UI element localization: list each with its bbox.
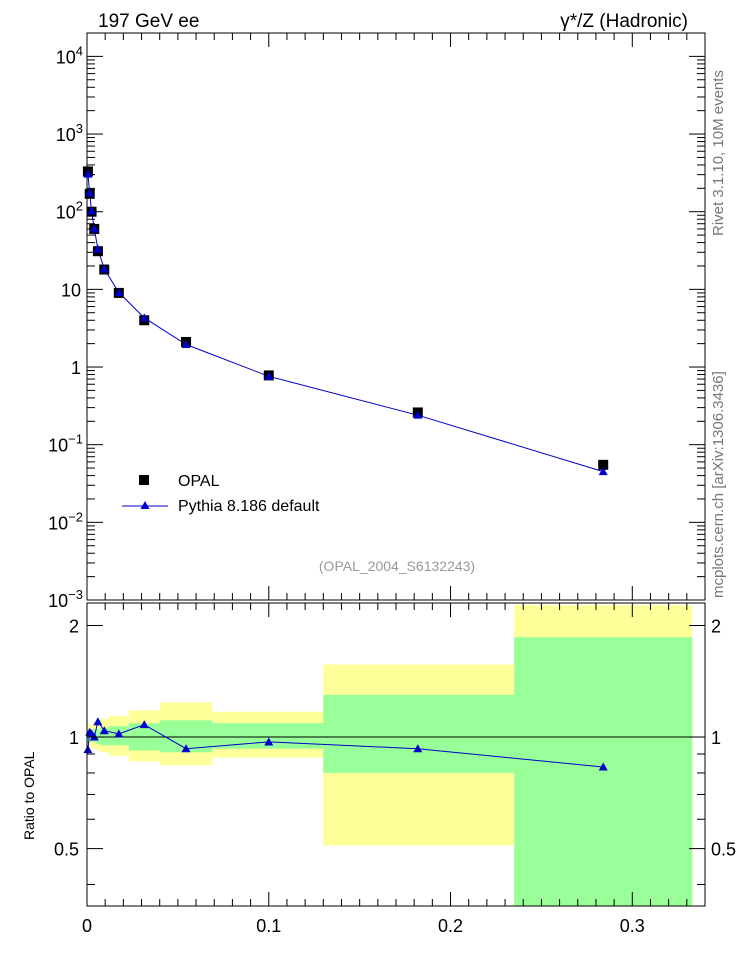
ratio-green-band — [96, 729, 100, 744]
ratio-data-point — [264, 737, 274, 746]
ratio-green-band — [323, 694, 515, 773]
ratio-plot: 0.5 0.5 1 1 2 2 0 0.1 0.2 0.3 Ratio to OPAL — [21, 602, 736, 936]
legend-opal-marker — [139, 475, 149, 485]
main-y-tick-label: 10−1 — [48, 432, 83, 456]
pythia-data-point — [93, 244, 103, 253]
main-y-tick-label: 104 — [56, 43, 83, 67]
ratio-y-tick-label: 2 — [69, 616, 79, 636]
main-y-tick-label: 103 — [56, 121, 83, 145]
main-y-ticks — [87, 32, 705, 601]
pythia-data-point — [99, 264, 109, 273]
pythia-series-points — [83, 169, 608, 476]
ratio-data-point — [83, 745, 93, 754]
legend: OPAL Pythia 8.186 default — [122, 473, 320, 515]
chart-title-right: γ*/Z (Hadronic) — [560, 11, 688, 32]
ratio-y-tick-label-right: 2 — [711, 616, 721, 636]
ratio-x-ticks: 0 0.1 0.2 0.3 — [82, 603, 706, 936]
ratio-data-point — [93, 717, 103, 726]
pythia-data-point — [89, 224, 99, 233]
main-y-tick-label: 10−2 — [48, 509, 83, 533]
analysis-annotation: (OPAL_2004_S6132243) — [319, 558, 475, 574]
pythia-data-point — [85, 188, 95, 197]
chart-title-left: 197 GeV ee — [98, 11, 199, 32]
ratio-data-point — [181, 744, 191, 753]
pythia-data-point — [598, 467, 608, 476]
ratio-y-ticks: 0.5 0.5 1 1 2 2 — [54, 616, 736, 886]
legend-opal-label: OPAL — [178, 473, 220, 490]
opal-series-points — [82, 166, 609, 470]
ratio-data-point — [114, 729, 124, 738]
pythia-data-point — [413, 410, 423, 419]
pythia-data-point — [264, 371, 274, 380]
ratio-series-points — [83, 717, 608, 771]
main-y-tick-label: 102 — [56, 199, 83, 223]
ratio-y-tick-label-right: 1 — [711, 728, 721, 748]
ratio-x-tick-label: 0.1 — [256, 916, 281, 936]
ratio-y-axis-label: Ratio to OPAL — [21, 751, 37, 840]
opal-data-point — [598, 459, 609, 470]
ratio-y-tick-label: 0.5 — [54, 840, 79, 860]
legend-pythia-marker — [140, 501, 150, 509]
pythia-data-point — [83, 169, 93, 178]
ratio-x-tick-label: 0 — [82, 916, 92, 936]
ratio-x-tick-label: 0.2 — [438, 916, 463, 936]
pythia-data-point — [87, 206, 97, 215]
ratio-y-tick-label-right: 0.5 — [711, 840, 736, 860]
ratio-data-point — [139, 720, 149, 729]
ratio-data-point — [598, 762, 608, 771]
mcplots-label: mcplots.cern.ch [arXiv:1306.3436] — [710, 371, 727, 598]
ratio-data-point — [413, 744, 423, 753]
rivet-version-label: Rivet 3.1.10, 10M events — [710, 70, 727, 236]
legend-pythia-label: Pythia 8.186 default — [178, 498, 320, 515]
ratio-green-band — [514, 637, 693, 906]
pythia-data-point — [114, 288, 124, 297]
main-y-tick-label: 10 — [61, 280, 81, 300]
main-y-tick-label: 10−3 — [48, 587, 83, 611]
ratio-x-tick-label: 0.3 — [620, 916, 645, 936]
ratio-y-tick-label: 1 — [69, 728, 79, 748]
main-y-tick-label: 1 — [71, 358, 81, 378]
ratio-data-point — [99, 726, 109, 735]
pythia-data-point — [181, 339, 191, 348]
ratio-green-band — [99, 727, 109, 746]
ratio-error-bands — [87, 605, 693, 906]
main-x-ticks — [86, 33, 706, 600]
pythia-data-point — [139, 313, 149, 322]
pythia-series-line — [87, 174, 604, 473]
